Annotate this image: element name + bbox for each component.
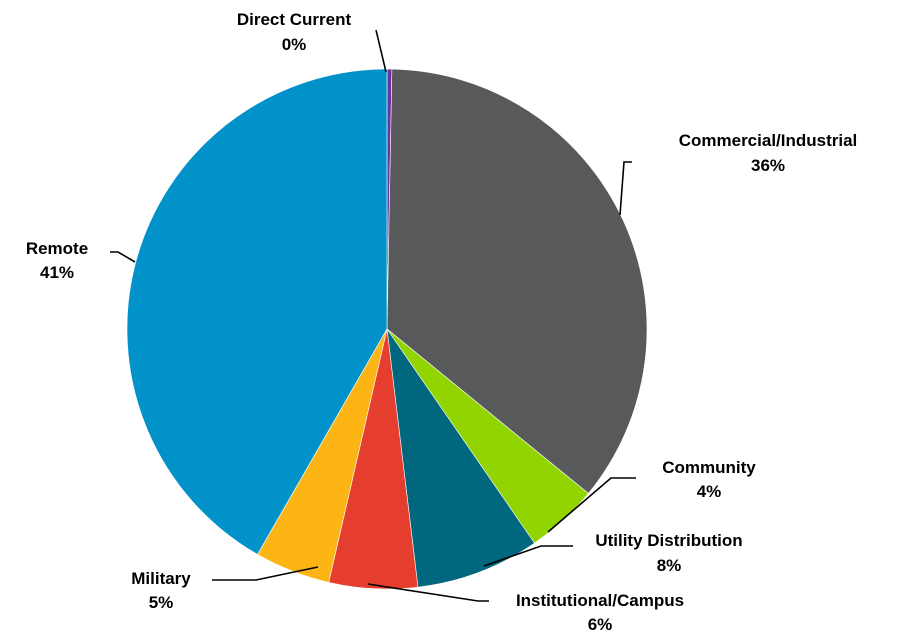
slice-percent-label: 0%: [282, 35, 307, 54]
pie-slice-utility-distribution: [386, 328, 535, 588]
slice-label: Direct Current: [237, 10, 352, 29]
leader-line: [619, 161, 632, 216]
label-military: Military 5%: [131, 569, 191, 612]
label-remote: Remote 41%: [26, 239, 88, 282]
leader-line: [375, 29, 387, 73]
slice-label: Institutional/Campus: [516, 591, 684, 610]
slice-label: Remote: [26, 239, 88, 258]
leader-lines: [110, 29, 636, 602]
label-utility-distribution: Utility Distribution 8%: [595, 531, 742, 575]
pie-slice-remote: [126, 68, 388, 555]
slice-percent-label: 41%: [40, 263, 74, 282]
leader-line: [483, 545, 573, 567]
slice-percent-label: 4%: [697, 482, 722, 501]
slice-percent-label: 5%: [149, 593, 174, 612]
slice-percent-label: 6%: [588, 615, 613, 633]
slice-label: Community: [662, 458, 756, 477]
slice-label: Commercial/Industrial: [679, 131, 858, 150]
label-commercial-industrial: Commercial/Industrial 36%: [679, 131, 858, 175]
leader-line: [367, 583, 489, 602]
slice-percent-label: 8%: [657, 556, 682, 575]
label-direct-current: Direct Current 0%: [237, 10, 352, 54]
label-community: Community 4%: [662, 458, 756, 501]
leader-line: [110, 251, 136, 263]
leader-line: [547, 477, 636, 533]
slice-label: Utility Distribution: [595, 531, 742, 550]
leader-line: [212, 566, 319, 581]
slices-layer: [126, 68, 648, 590]
slice-label: Military: [131, 569, 191, 588]
label-institutional-campus: Institutional/Campus 6%: [516, 591, 684, 634]
pie-slice-commercial-industrial: [386, 68, 648, 494]
slice-percent-label: 36%: [751, 156, 785, 175]
